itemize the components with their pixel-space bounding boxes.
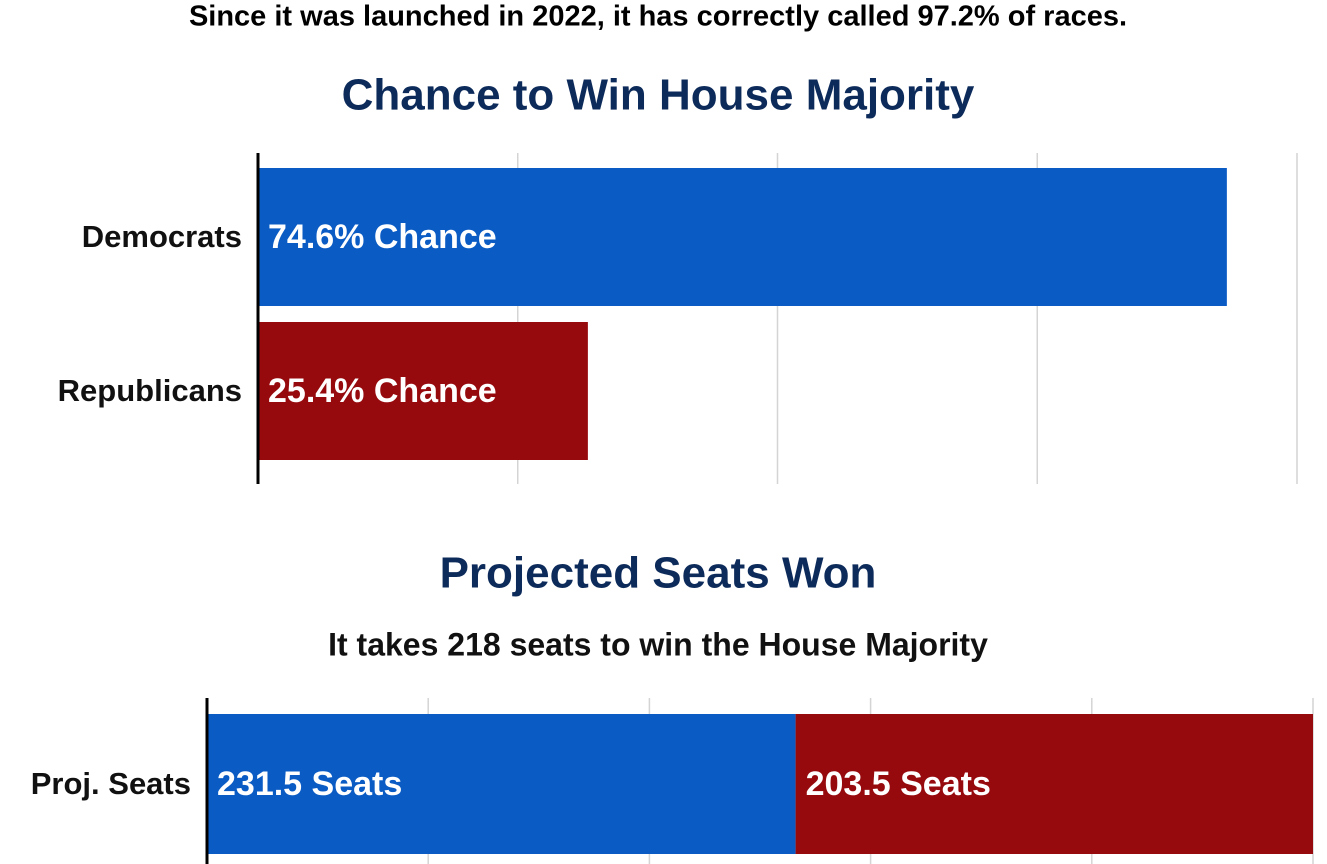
bar [258,168,1227,306]
chart-title: Chance to Win House Majority [342,71,975,120]
value-label: 25.4% Chance [268,372,497,410]
y-tick-label: Democrats [82,219,242,254]
bar-segment [207,714,796,854]
annotation: Since it was launched in 2022, it has co… [189,1,1127,33]
value-label: 203.5 Seats [806,765,991,803]
value-label: 74.6% Chance [268,218,497,256]
bar [258,322,588,460]
value-label: 231.5 Seats [217,765,402,803]
chart-title: Projected Seats Won [440,549,877,598]
y-tick-label: Republicans [58,373,242,408]
y-tick-label: Proj. Seats [31,766,191,801]
bar-segment [795,714,1313,854]
chart-subtitle: It takes 218 seats to win the House Majo… [328,626,988,662]
